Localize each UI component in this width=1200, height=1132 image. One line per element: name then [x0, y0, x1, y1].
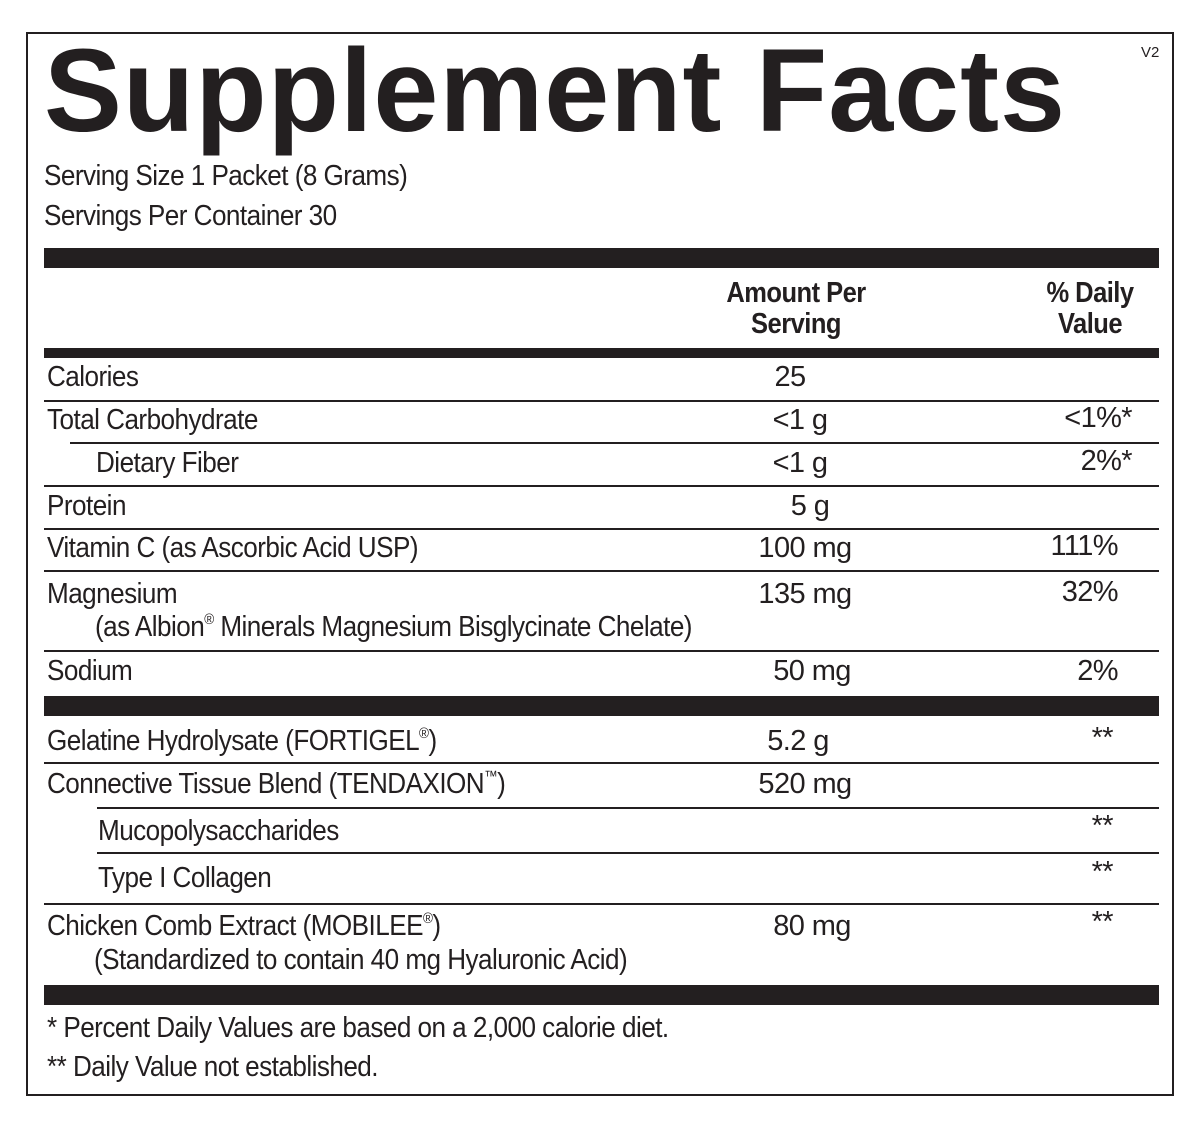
divider	[97, 807, 1159, 809]
divider	[44, 570, 1159, 572]
ingredient-amount: 5.2 g	[767, 725, 829, 757]
nutrient-name: Vitamin C (as Ascorbic Acid USP)	[47, 532, 419, 564]
ingredient-dv: **	[1091, 810, 1114, 842]
servings-per-container: Servings Per Container 30	[44, 200, 337, 232]
ingredient-name: Gelatine Hydrolysate (FORTIGEL®)	[47, 725, 437, 757]
ingredient-name: Type I Collagen	[98, 862, 272, 894]
nutrient-source: (as Albion® Minerals Magnesium Bisglycin…	[95, 611, 693, 643]
nutrient-amount: 5 g	[790, 490, 830, 522]
nutrient-dv: 2%	[1077, 655, 1118, 687]
divider	[44, 485, 1159, 487]
ingredient-amount: 80 mg	[773, 910, 851, 942]
footnote-dv: * Percent Daily Values are based on a 2,…	[47, 1012, 669, 1044]
nutrient-dv: 2%*	[1080, 445, 1133, 477]
ingredient-name: Chicken Comb Extract (MOBILEE®)	[47, 910, 441, 942]
ingredient-name: Mucopolysaccharides	[98, 815, 339, 847]
nutrient-dv: 32%	[1061, 576, 1119, 608]
label-title: Supplement Facts	[44, 25, 1066, 157]
ingredient-name: Connective Tissue Blend (TENDAXION™)	[47, 768, 506, 800]
amount-header: Amount Per Serving	[726, 277, 866, 340]
nutrient-name: Calories	[47, 361, 139, 393]
divider-thick	[44, 348, 1159, 358]
nutrient-dv: 111%	[1050, 530, 1119, 562]
divider	[44, 528, 1159, 530]
dv-header: % Daily Value	[1046, 277, 1134, 340]
nutrient-name: Dietary Fiber	[96, 447, 239, 479]
nutrient-amount: <1 g	[772, 447, 828, 479]
divider	[97, 852, 1159, 854]
nutrient-amount: 135 mg	[758, 578, 852, 610]
ingredient-dv: **	[1091, 856, 1114, 888]
divider-thick	[44, 696, 1159, 716]
nutrient-amount: <1 g	[772, 404, 828, 436]
ingredient-note: (Standardized to contain 40 mg Hyaluroni…	[94, 944, 628, 976]
nutrient-amount: 50 mg	[773, 655, 851, 687]
nutrient-name: Sodium	[47, 655, 133, 687]
ingredient-amount: 520 mg	[758, 768, 852, 800]
divider	[70, 442, 1159, 444]
nutrient-name: Total Carbohydrate	[47, 404, 258, 436]
nutrient-amount: 100 mg	[758, 532, 852, 564]
nutrient-amount: 25	[774, 361, 806, 393]
divider-thick	[44, 985, 1159, 1005]
divider	[44, 400, 1159, 402]
label-border	[26, 32, 1174, 1096]
serving-size: Serving Size 1 Packet (8 Grams)	[44, 160, 408, 192]
divider-thick	[44, 248, 1159, 268]
nutrient-name: Protein	[47, 490, 126, 522]
version-code: V2	[1141, 44, 1160, 61]
divider	[44, 762, 1159, 764]
footnote-not-established: ** Daily Value not established.	[47, 1051, 379, 1083]
ingredient-dv: **	[1091, 906, 1114, 938]
nutrient-name: Magnesium	[47, 578, 178, 610]
divider	[44, 903, 1159, 905]
nutrient-dv: <1%*	[1064, 402, 1132, 434]
divider	[44, 650, 1159, 652]
ingredient-dv: **	[1091, 722, 1114, 754]
